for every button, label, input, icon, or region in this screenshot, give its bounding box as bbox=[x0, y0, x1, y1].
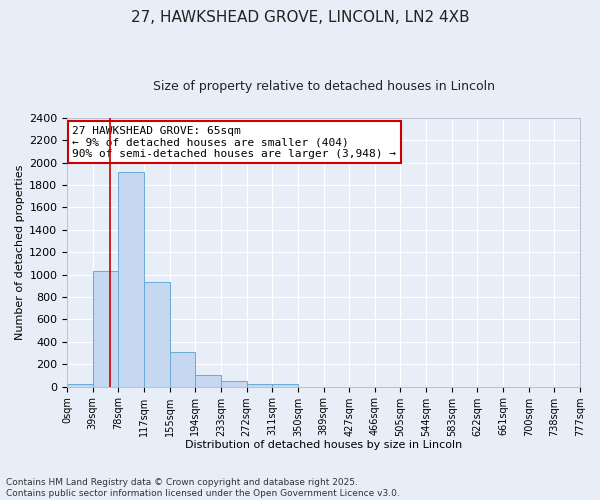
Bar bbox=[272, 384, 298, 386]
Bar bbox=[221, 381, 247, 386]
Bar bbox=[170, 352, 196, 386]
Bar bbox=[93, 271, 118, 386]
Text: 27, HAWKSHEAD GROVE, LINCOLN, LN2 4XB: 27, HAWKSHEAD GROVE, LINCOLN, LN2 4XB bbox=[131, 10, 469, 25]
Bar bbox=[196, 375, 221, 386]
Y-axis label: Number of detached properties: Number of detached properties bbox=[15, 164, 25, 340]
Bar bbox=[118, 172, 144, 386]
Bar bbox=[67, 384, 93, 386]
Text: Contains HM Land Registry data © Crown copyright and database right 2025.
Contai: Contains HM Land Registry data © Crown c… bbox=[6, 478, 400, 498]
X-axis label: Distribution of detached houses by size in Lincoln: Distribution of detached houses by size … bbox=[185, 440, 462, 450]
Bar bbox=[247, 384, 272, 386]
Title: Size of property relative to detached houses in Lincoln: Size of property relative to detached ho… bbox=[152, 80, 494, 93]
Bar bbox=[144, 282, 170, 387]
Text: 27 HAWKSHEAD GROVE: 65sqm
← 9% of detached houses are smaller (404)
90% of semi-: 27 HAWKSHEAD GROVE: 65sqm ← 9% of detach… bbox=[72, 126, 396, 159]
